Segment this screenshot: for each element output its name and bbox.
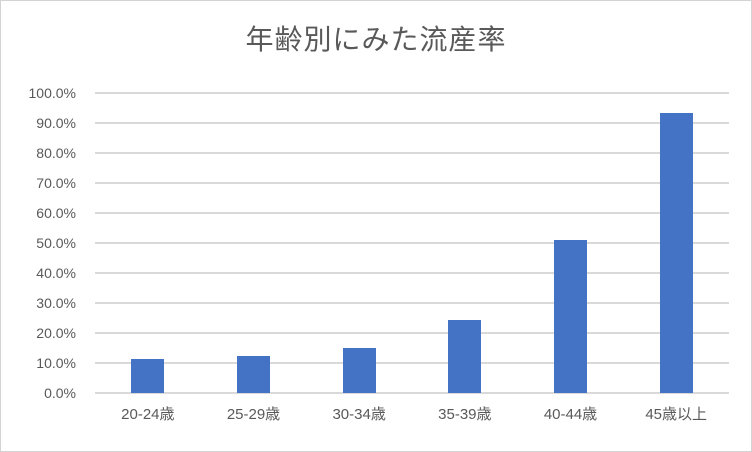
y-axis-tick-label: 40.0% [36,265,76,281]
gridline [95,122,729,124]
gridline [95,272,729,274]
gridline [95,362,729,364]
bar-25-29歳 [237,356,270,393]
x-axis-tick-label: 45歳以上 [645,406,707,423]
gridline [95,302,729,304]
gridline [95,242,729,244]
x-axis-tick-label: 30-34歳 [332,406,386,423]
gridline [95,182,729,184]
x-axis-tick-label: 20-24歳 [121,406,175,423]
bar-40-44歳 [554,240,587,393]
x-axis-tick-label: 40-44歳 [543,406,598,423]
bar-20-24歳 [131,359,165,393]
y-axis-tick-label: 0.0% [44,385,76,401]
chart-title: 年齢別にみた流産率 [245,24,507,55]
x-axis-tick-label: 35-39歳 [438,406,492,423]
gridline [95,212,729,214]
y-axis-tick-label: 20.0% [36,325,76,341]
y-axis-tick-label: 50.0% [36,235,76,251]
y-axis-tick-label: 10.0% [36,355,76,371]
y-axis-tick-label: 70.0% [36,175,76,191]
y-axis-tick-label: 60.0% [36,205,76,221]
gridline [95,392,729,394]
gridline [95,92,729,94]
x-axis-tick-label: 25-29歳 [226,406,281,423]
bar-35-39歳 [448,319,482,393]
y-axis-tick-label: 80.0% [36,145,76,161]
y-axis-tick-label: 90.0% [36,115,76,131]
bar-45歳以上 [659,112,693,393]
y-axis-tick-label: 30.0% [36,295,76,311]
gridline [95,332,729,334]
bar-30-34歳 [342,348,376,393]
plot-area [95,92,729,394]
gridline [95,152,729,154]
y-axis-tick-label: 100.0% [28,85,76,101]
